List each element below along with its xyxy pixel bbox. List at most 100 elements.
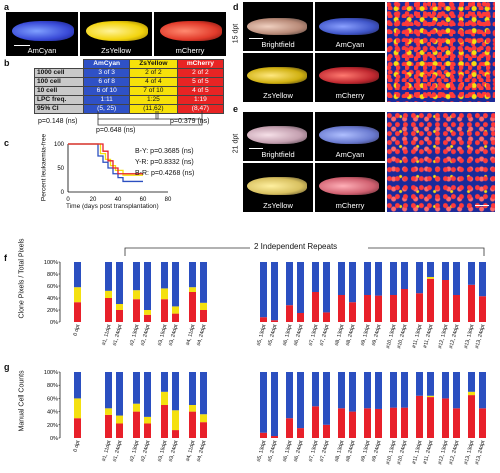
bar-segment-blue (338, 372, 345, 409)
bar-segment-red (260, 317, 267, 322)
pvalue-left: p=0.148 (ns) (38, 118, 78, 125)
bar-segment-red (271, 436, 278, 438)
cell: 7 of 10 (129, 86, 178, 96)
bar-segment-red (427, 397, 434, 438)
bar-segment-blue (479, 262, 486, 297)
bar-segment-yellow (74, 287, 81, 303)
x-category-label: #3, 24dpt (168, 323, 180, 346)
bar-segment-red (416, 395, 423, 438)
bar-segment-red (349, 411, 356, 438)
x-category-label: #3, 15dpt (157, 439, 169, 462)
bar-segment-blue (74, 372, 81, 399)
bar-segment-yellow (200, 414, 207, 423)
bar-segment-blue (323, 372, 330, 425)
e-zsyellow-image: ZsYellow (243, 163, 313, 212)
bar-segment-blue (312, 372, 319, 407)
bar-segment-blue (189, 262, 196, 288)
bar-segment-blue (161, 372, 168, 392)
e-zsyellow-caption: ZsYellow (263, 201, 293, 210)
bar-segment-blue (297, 262, 304, 313)
survival-stats: B-Y: p=0.3685 (ns) Y-R: p=0.8332 (ns) B-… (135, 146, 194, 179)
x-category-label: #9, 13dpt (360, 439, 372, 462)
bar-segment-blue (144, 262, 151, 310)
bar-segment-red (468, 284, 475, 322)
g-ylabel: Manual Cell Counts (18, 370, 26, 432)
cell: 2 of 2 (129, 68, 178, 78)
x-category-label: #10, 13dpt (385, 439, 397, 465)
bar-segment-blue (349, 372, 356, 412)
x-category-label: #10, 24dpt (396, 439, 408, 465)
zsyellow-fish-image: ZsYellow (80, 12, 152, 56)
cell: 6 of 8 (83, 77, 130, 87)
x-category-label: #1, 11dpt (101, 323, 112, 346)
xtick-40: 40 (115, 197, 122, 203)
xtick-80: 80 (165, 197, 172, 203)
e-amcyan-image: AmCyan (315, 112, 385, 161)
x-category-label: #12, 24dpt (448, 439, 460, 465)
bar-segment-yellow (116, 304, 123, 310)
bar-segment-blue (468, 262, 475, 285)
y-tick-label: 0% (50, 436, 58, 442)
x-category-label: #3, 15dpt (157, 323, 169, 346)
bar-segment-blue (364, 262, 371, 295)
d-brightfield-caption: Brightfield (261, 40, 295, 49)
bar-segment-red (442, 398, 449, 438)
stat-b-y: B-Y: p=0.3685 (ns) (135, 148, 194, 155)
bar-segment-blue (271, 262, 278, 321)
bar-segment-red (133, 411, 140, 438)
ytick-100: 100 (54, 142, 65, 148)
y-tick-label: 40% (47, 410, 58, 416)
y-tick-label: 80% (47, 272, 58, 278)
x-category-label: #8, 13dpt (334, 439, 346, 462)
bar-segment-blue (390, 262, 397, 295)
bar-segment-red (364, 408, 371, 438)
x-category-label: #5, 13dpt (256, 323, 268, 346)
bar-segment-blue (133, 372, 140, 404)
x-category-label: #7, 13dpt (308, 439, 320, 462)
bar-segment-blue (105, 372, 112, 409)
xtick-60: 60 (140, 197, 147, 203)
e-brightfield-caption: Brightfield (261, 150, 295, 159)
bar-segment-blue (286, 372, 293, 419)
x-category-label: #4, 11dpt (185, 323, 196, 346)
bar-segment-yellow (144, 416, 151, 424)
x-category-label: #9, 13dpt (360, 323, 372, 346)
cell: 5 of 5 (176, 77, 225, 87)
bar-segment-blue (323, 262, 330, 313)
x-category-label: #13, 24dpt (474, 439, 486, 465)
repeats-bracket (124, 247, 485, 256)
bar-segment-red (144, 423, 151, 438)
d-confocal-image (387, 2, 495, 102)
zsyellow-caption: ZsYellow (101, 46, 131, 55)
y-tick-label: 0% (50, 320, 58, 326)
panel-c-label: c (4, 138, 10, 148)
d-mcherry-caption: mCherry (335, 91, 365, 100)
bar-segment-red (401, 407, 408, 438)
x-category-label: #11, 13dpt (411, 323, 423, 348)
x-category-label: #4, 11dpt (185, 439, 196, 462)
bar-segment-red (479, 296, 486, 322)
bar-segment-blue (200, 262, 207, 303)
y-tick-label: 20% (47, 423, 58, 429)
cell: 2 of 2 (176, 68, 225, 78)
xtick-20: 20 (90, 197, 97, 203)
x-category-label: #6, 24dpt (293, 439, 305, 462)
x-category-label: #10, 13dpt (385, 323, 397, 349)
x-category-label: #7, 24dpt (319, 439, 331, 462)
bar-segment-red (105, 414, 112, 438)
bar-segment-yellow (116, 415, 123, 424)
bar-segment-red (74, 418, 81, 438)
bar-segment-red (297, 428, 304, 438)
bar-segment-blue (172, 372, 179, 411)
f-ylabel: Clone Pixels / Total Pixels (18, 238, 26, 319)
bar-segment-blue (349, 262, 356, 303)
y-tick-label: 60% (47, 284, 58, 290)
bar-segment-blue (468, 372, 475, 392)
row-head: 95% CI (33, 104, 85, 114)
bar-segment-red (390, 295, 397, 322)
bar-segment-red (271, 320, 278, 322)
x-category-label: #12, 24dpt (448, 323, 460, 349)
bar-segment-red (105, 298, 112, 322)
panel-b-label: b (4, 58, 10, 68)
bar-segment-blue (338, 262, 345, 295)
